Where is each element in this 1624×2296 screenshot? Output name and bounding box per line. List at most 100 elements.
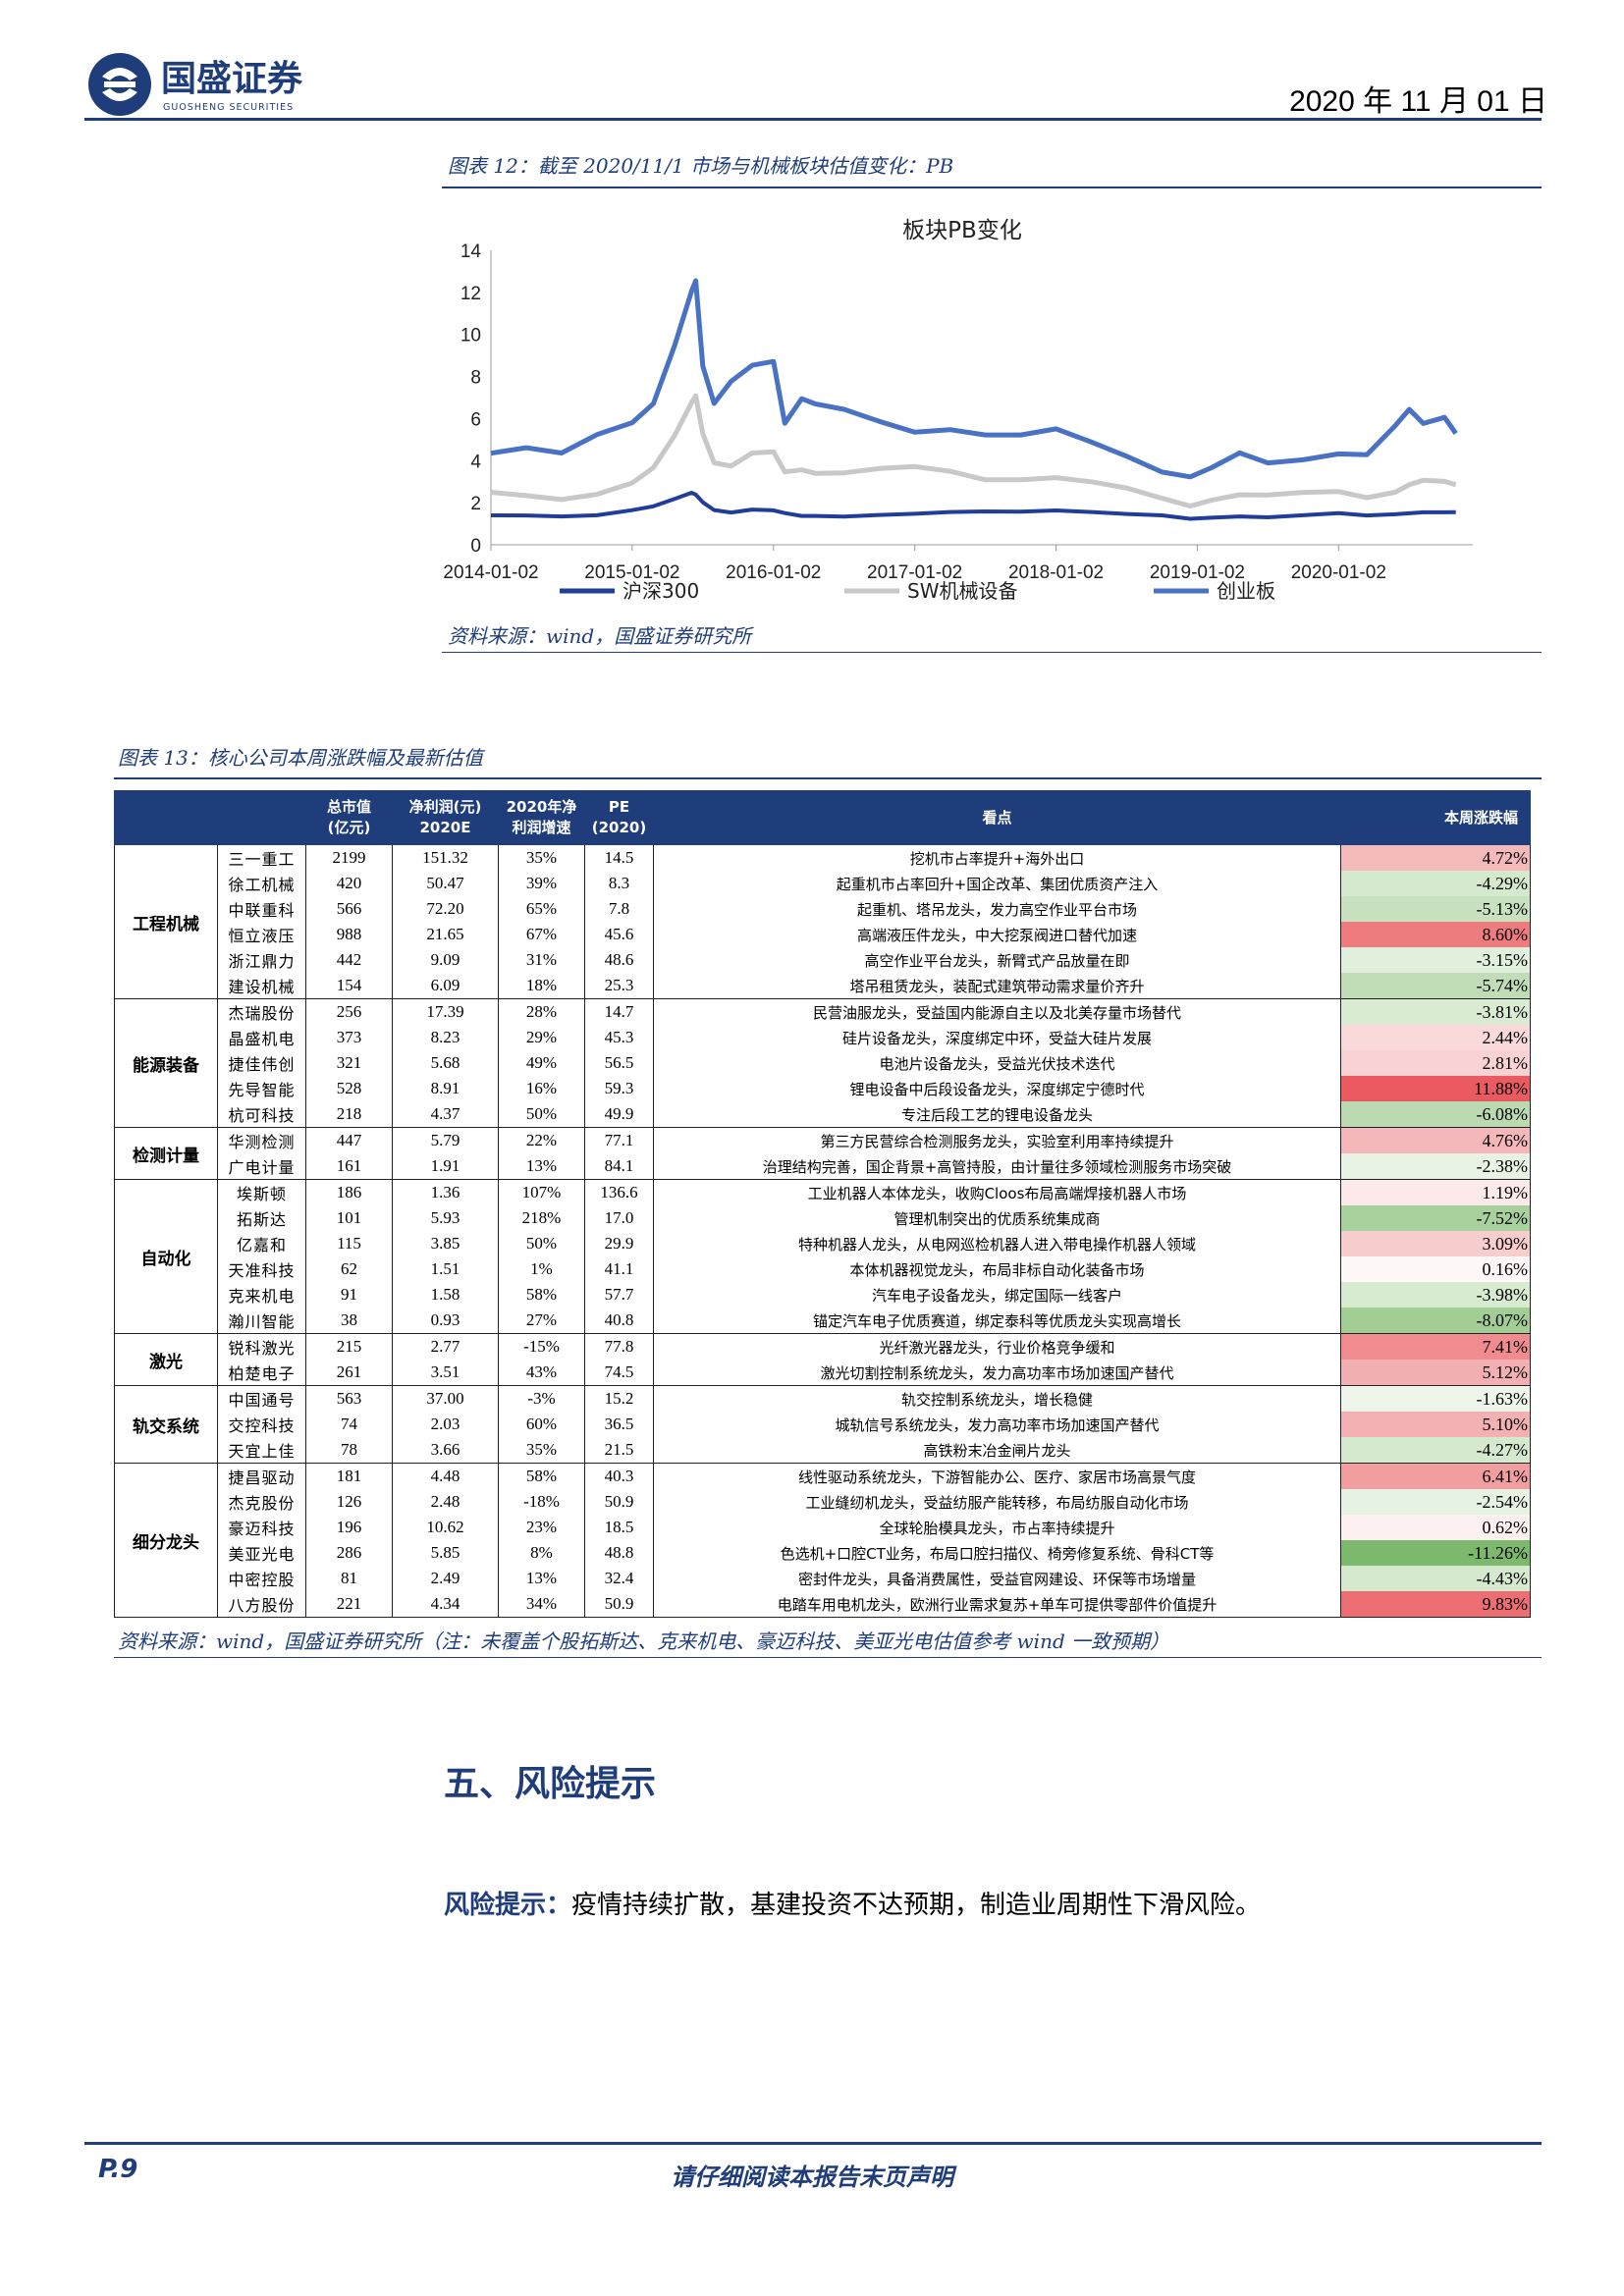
weekly-change: -11.26%: [1340, 1540, 1531, 1566]
x-tick-label: 2015-01-02: [584, 562, 679, 583]
net-profit: 6.09: [392, 973, 499, 999]
market-cap: 2199: [305, 844, 393, 871]
weekly-change: 4.76%: [1340, 1127, 1531, 1153]
company-name: 中国通号: [217, 1385, 306, 1412]
market-cap: 566: [305, 896, 393, 922]
net-profit: 37.00: [392, 1385, 499, 1412]
table-row: 自动化 埃斯顿 186 1.36 107% 136.6 工业机器人本体龙头，收购Cloos布…: [114, 1179, 1531, 1334]
table-row: 杭可科技 218 4.37 50% 49.9 专注后段工艺的锂电设备龙头 -6.08%: [115, 1101, 1531, 1128]
profit-growth: 13%: [498, 1153, 585, 1180]
profit-growth: 60%: [498, 1412, 585, 1437]
market-cap: 126: [305, 1489, 393, 1515]
company-name: 华测检测: [217, 1127, 306, 1153]
table-row: 捷佳伟创 321 5.68 49% 56.5 电池片设备龙头，受益光伏技术迭代 2.81%: [115, 1050, 1531, 1076]
view-text: 专注后段工艺的锂电设备龙头: [653, 1101, 1341, 1128]
net-profit: 5.68: [392, 1050, 499, 1076]
net-profit: 5.85: [392, 1540, 499, 1566]
table-row: 激光 锐科激光 215 2.77 -15% 77.8 光纤激光器龙头，行业价格竞争缓和 7.4…: [114, 1333, 1531, 1386]
profit-growth: 16%: [498, 1076, 585, 1101]
x-tick-label: 2017-01-02: [867, 562, 962, 583]
company-name: 柏楚电子: [217, 1360, 306, 1386]
weekly-change: -8.07%: [1340, 1308, 1531, 1334]
table-row: 建设机械 154 6.09 18% 25.3 塔吊租赁龙头，装配式建筑带动需求量价齐升 -5…: [115, 973, 1531, 999]
net-profit: 5.93: [392, 1205, 499, 1231]
y-tick-label: 0: [470, 536, 481, 557]
profit-growth: 35%: [498, 1437, 585, 1464]
group-label: 细分龙头: [114, 1463, 218, 1618]
net-profit: 1.91: [392, 1153, 499, 1180]
figure13-source: 资料来源：wind，国盛证券研究所（注：未覆盖个股拓斯达、克来机电、豪迈科技、美…: [118, 1629, 1170, 1653]
pe-ratio: 36.5: [584, 1412, 654, 1437]
company-name: 豪迈科技: [217, 1515, 306, 1540]
view-text: 电池片设备龙头，受益光伏技术迭代: [653, 1050, 1341, 1076]
view-text: 高端液压件龙头，中大挖泵阀进口替代加速: [653, 922, 1341, 947]
figure13-top-rule: [114, 777, 1542, 779]
pb-line-chart: 0 2 4 6 8 10 12 14 2014-01-02 2015-01-02 2016-01-…: [443, 218, 1473, 603]
y-tick-label: 14: [460, 241, 482, 262]
weekly-change: 4.72%: [1340, 844, 1531, 871]
market-cap: 91: [305, 1282, 393, 1308]
market-cap: 420: [305, 871, 393, 896]
market-cap: 563: [305, 1385, 393, 1412]
weekly-change: -2.54%: [1340, 1489, 1531, 1515]
group-label: 激光: [114, 1333, 218, 1386]
y-tick-label: 4: [470, 452, 481, 472]
figure12-top-rule: [442, 187, 1542, 188]
market-cap: 528: [305, 1076, 393, 1101]
profit-growth: 18%: [498, 973, 585, 999]
market-cap: 442: [305, 947, 393, 973]
net-profit: 0.93: [392, 1308, 499, 1334]
weekly-change: 8.60%: [1340, 922, 1531, 947]
view-text: 管理机制突出的优质系统集成商: [653, 1205, 1341, 1231]
company-name: 杭可科技: [217, 1101, 306, 1128]
company-name: 锐科激光: [217, 1333, 306, 1360]
market-cap: 38: [305, 1308, 393, 1334]
market-cap: 154: [305, 973, 393, 999]
profit-growth: 50%: [498, 1231, 585, 1256]
y-tick-label: 12: [460, 284, 481, 304]
series-line-3: [490, 278, 1458, 480]
view-text: 特种机器人龙头，从电网巡检机器人进入带电操作机器人领域: [653, 1231, 1341, 1256]
company-name: 建设机械: [217, 973, 306, 999]
header-pe: PE (2020): [584, 790, 654, 845]
profit-growth: 23%: [498, 1515, 585, 1540]
table-row: 浙江鼎力 442 9.09 31% 48.6 高空作业平台龙头，新臂式产品放量在即 -3.1…: [115, 947, 1531, 973]
company-logo: 国盛证券 GUOSHENG SECURITIES: [88, 53, 303, 116]
table-row: 八方股份 221 4.34 34% 50.9 电踏车用电机龙头，欧洲行业需求复苏+单车可提…: [115, 1591, 1531, 1618]
pe-ratio: 45.3: [584, 1025, 654, 1050]
table-row: 恒立液压 988 21.65 67% 45.6 高端液压件龙头，中大挖泵阀进口替代加速 8.…: [115, 922, 1531, 947]
view-text: 高空作业平台龙头，新臂式产品放量在即: [653, 947, 1341, 973]
table-row: 能源装备 杰瑞股份 256 17.39 28% 14.7 民营油服龙头，受益国内能源自主以及…: [114, 998, 1531, 1128]
pe-ratio: 50.9: [584, 1489, 654, 1515]
page-number: P.9: [98, 2155, 138, 2184]
company-name: 杰瑞股份: [217, 998, 306, 1025]
profit-growth: 43%: [498, 1360, 585, 1386]
weekly-change: -7.52%: [1340, 1205, 1531, 1231]
profit-growth: 218%: [498, 1205, 585, 1231]
company-name: 八方股份: [217, 1591, 306, 1618]
profit-growth: 31%: [498, 947, 585, 973]
weekly-change: -3.98%: [1340, 1282, 1531, 1308]
pe-ratio: 50.9: [584, 1591, 654, 1618]
pe-ratio: 32.4: [584, 1566, 654, 1591]
legend-label: 沪深300: [623, 579, 699, 603]
view-text: 治理结构完善，国企背景+高管持股，由计量往多领域检测服务市场突破: [653, 1153, 1341, 1180]
pe-ratio: 40.3: [584, 1463, 654, 1489]
table-row: 工程机械 三一重工 2199 151.32 35% 14.5 挖机市占率提升+海外出口 4.7…: [114, 844, 1531, 999]
x-tick-label: 2019-01-02: [1150, 562, 1245, 583]
weekly-change: -4.29%: [1340, 871, 1531, 896]
series-line-2: [490, 393, 1457, 508]
company-name: 天宜上佳: [217, 1437, 306, 1464]
pe-ratio: 57.7: [584, 1282, 654, 1308]
x-tick-label: 2018-01-02: [1008, 562, 1104, 583]
profit-growth: -15%: [498, 1333, 585, 1360]
header-profit-growth: 2020年净 利润增速: [498, 790, 585, 845]
figure12-bottom-rule: [442, 652, 1542, 653]
weekly-change: -3.81%: [1340, 998, 1531, 1025]
pe-ratio: 40.8: [584, 1308, 654, 1334]
company-name: 拓斯达: [217, 1205, 306, 1231]
profit-growth: -3%: [498, 1385, 585, 1412]
pe-ratio: 17.0: [584, 1205, 654, 1231]
pe-ratio: 45.6: [584, 922, 654, 947]
header-rule: [84, 118, 1542, 121]
